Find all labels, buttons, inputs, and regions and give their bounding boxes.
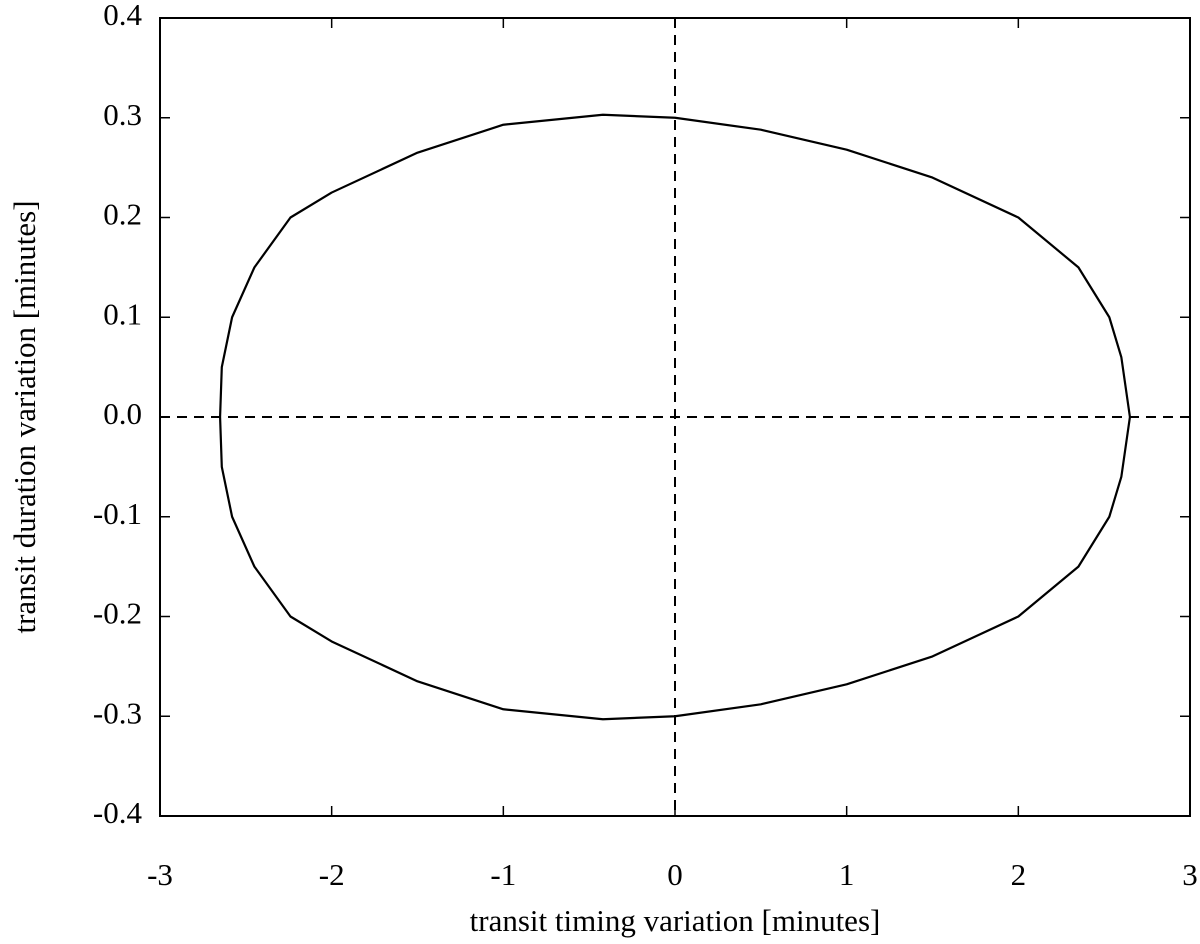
y-tick-label: 0.2 bbox=[103, 197, 142, 232]
y-tick-label: -0.1 bbox=[93, 496, 142, 531]
x-tick-label: -1 bbox=[490, 857, 516, 892]
x-tick-label: 0 bbox=[667, 857, 683, 892]
x-axis-label: transit timing variation [minutes] bbox=[470, 903, 881, 938]
y-tick-label: -0.3 bbox=[93, 695, 142, 730]
x-tick-label: 2 bbox=[1011, 857, 1027, 892]
y-tick-label: 0.3 bbox=[103, 97, 142, 132]
y-tick-label: 0.4 bbox=[103, 0, 142, 32]
x-tick-label: 3 bbox=[1182, 857, 1198, 892]
x-tick-label: 1 bbox=[839, 857, 855, 892]
y-tick-label: 0.0 bbox=[103, 396, 142, 431]
y-axis-label: transit duration variation [minutes] bbox=[7, 200, 42, 633]
y-tick-label: -0.2 bbox=[93, 596, 142, 631]
x-tick-label: -2 bbox=[319, 857, 345, 892]
curve bbox=[218, 113, 1132, 721]
x-tick-label: -3 bbox=[147, 857, 173, 892]
y-tick-label: 0.1 bbox=[103, 296, 142, 331]
y-tick-label: -0.4 bbox=[93, 795, 143, 830]
